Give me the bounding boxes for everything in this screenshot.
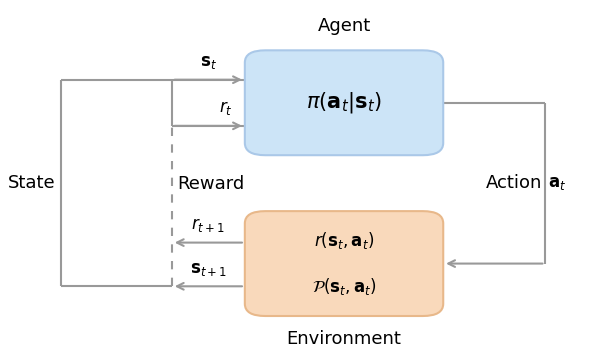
Text: Action: Action: [486, 174, 542, 192]
Text: $\pi(\mathbf{a}_t|\mathbf{s}_t)$: $\pi(\mathbf{a}_t|\mathbf{s}_t)$: [306, 90, 382, 115]
Text: Reward: Reward: [178, 175, 245, 193]
Text: $\mathcal{P}(\mathbf{s}_t, \mathbf{a}_t)$: $\mathcal{P}(\mathbf{s}_t, \mathbf{a}_t)…: [312, 276, 376, 297]
Text: $r_{t+1}$: $r_{t+1}$: [192, 216, 226, 234]
Text: Agent: Agent: [317, 17, 371, 35]
FancyBboxPatch shape: [245, 211, 443, 316]
Text: State: State: [7, 174, 55, 192]
Text: $r_t$: $r_t$: [219, 99, 233, 117]
Text: Environment: Environment: [286, 330, 401, 348]
Text: $\mathbf{a}_t$: $\mathbf{a}_t$: [548, 174, 567, 192]
Text: $\mathbf{s}_t$: $\mathbf{s}_t$: [200, 53, 217, 71]
FancyBboxPatch shape: [245, 50, 443, 155]
Text: $r(\mathbf{s}_t, \mathbf{a}_t)$: $r(\mathbf{s}_t, \mathbf{a}_t)$: [314, 230, 375, 251]
Text: $\mathbf{s}_{t+1}$: $\mathbf{s}_{t+1}$: [190, 259, 227, 278]
